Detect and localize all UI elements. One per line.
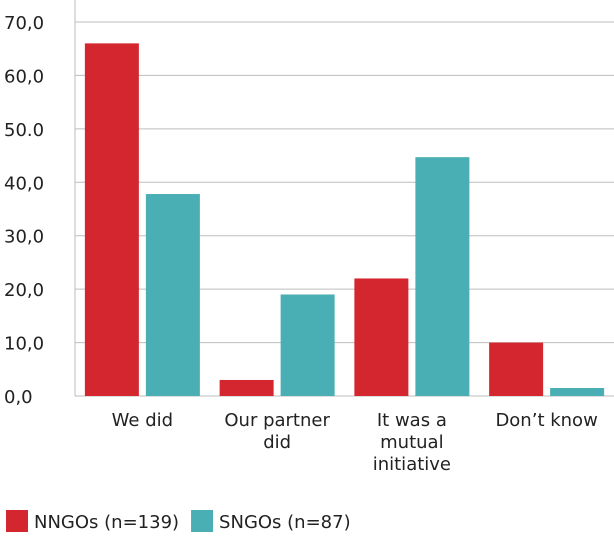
- bar: [219, 379, 274, 396]
- legend-label: SNGOs (n=87): [219, 512, 351, 533]
- bar: [415, 157, 470, 396]
- bar: [84, 43, 139, 396]
- y-tick-label: 0,0: [4, 387, 33, 408]
- bar: [145, 194, 200, 396]
- x-tick-label: We did: [112, 410, 173, 431]
- x-tick-label: It was a mutual initiative: [373, 410, 451, 475]
- y-tick-label: 50.0: [4, 120, 44, 141]
- bar: [280, 294, 335, 396]
- bar: [354, 278, 409, 396]
- x-tick-label: Don’t know: [495, 410, 597, 431]
- bar: [489, 342, 544, 396]
- legend-label: NNGOs (n=139): [34, 512, 179, 533]
- legend-swatch: [6, 510, 28, 532]
- y-tick-label: 10,0: [4, 334, 44, 355]
- bar: [550, 387, 605, 396]
- y-tick-label: 70,0: [4, 13, 44, 34]
- y-tick-label: 20,0: [4, 280, 44, 301]
- x-tick-label: Our partner did: [224, 410, 330, 453]
- y-tick-label: 40,0: [4, 173, 44, 194]
- y-tick-label: 30,0: [4, 227, 44, 248]
- legend-swatch: [191, 510, 214, 532]
- y-tick-label: 60,0: [4, 66, 44, 87]
